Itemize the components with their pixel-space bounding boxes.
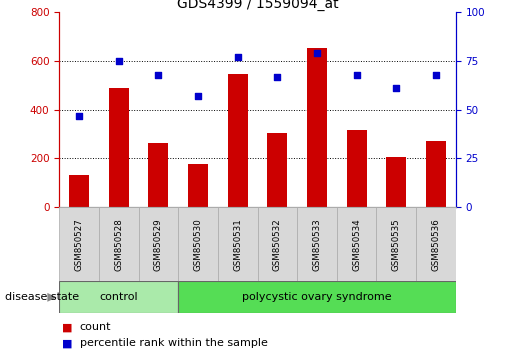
Point: [75, 113, 83, 118]
Bar: [386, 157, 406, 207]
Text: GSM850529: GSM850529: [154, 218, 163, 270]
Bar: [59, 207, 99, 281]
Bar: [426, 141, 446, 207]
Bar: [297, 207, 337, 281]
Bar: [228, 74, 248, 207]
Point: [194, 93, 202, 99]
Bar: [376, 207, 416, 281]
Text: ■: ■: [62, 322, 72, 332]
Bar: [218, 207, 258, 281]
Bar: [416, 207, 456, 281]
Text: GSM850528: GSM850528: [114, 218, 123, 271]
Text: control: control: [99, 292, 138, 302]
Text: count: count: [80, 322, 111, 332]
Text: GSM850527: GSM850527: [75, 218, 83, 271]
Bar: [109, 88, 129, 207]
Text: ■: ■: [62, 338, 72, 348]
Point: [233, 54, 242, 60]
Bar: [69, 176, 89, 207]
Point: [114, 58, 123, 64]
Title: GDS4399 / 1559094_at: GDS4399 / 1559094_at: [177, 0, 338, 11]
Bar: [347, 130, 367, 207]
Bar: [267, 133, 287, 207]
Bar: [337, 207, 376, 281]
Text: GSM850530: GSM850530: [194, 218, 202, 271]
Point: [432, 72, 440, 78]
Text: GSM850531: GSM850531: [233, 218, 242, 271]
Point: [352, 72, 360, 78]
Bar: [188, 165, 208, 207]
Point: [392, 85, 401, 91]
Text: percentile rank within the sample: percentile rank within the sample: [80, 338, 268, 348]
Text: GSM850535: GSM850535: [392, 218, 401, 271]
Bar: [139, 207, 178, 281]
Bar: [148, 143, 168, 207]
Bar: [59, 281, 178, 313]
Point: [273, 74, 281, 79]
Text: GSM850534: GSM850534: [352, 218, 361, 271]
Bar: [178, 207, 218, 281]
Bar: [178, 281, 456, 313]
Text: GSM850533: GSM850533: [313, 218, 321, 271]
Text: GSM850536: GSM850536: [432, 218, 440, 271]
Bar: [307, 48, 327, 207]
Point: [313, 50, 321, 56]
Bar: [258, 207, 297, 281]
Bar: [99, 207, 139, 281]
Point: [154, 72, 162, 78]
Text: GSM850532: GSM850532: [273, 218, 282, 271]
Text: polycystic ovary syndrome: polycystic ovary syndrome: [242, 292, 392, 302]
Text: disease state: disease state: [5, 292, 79, 302]
